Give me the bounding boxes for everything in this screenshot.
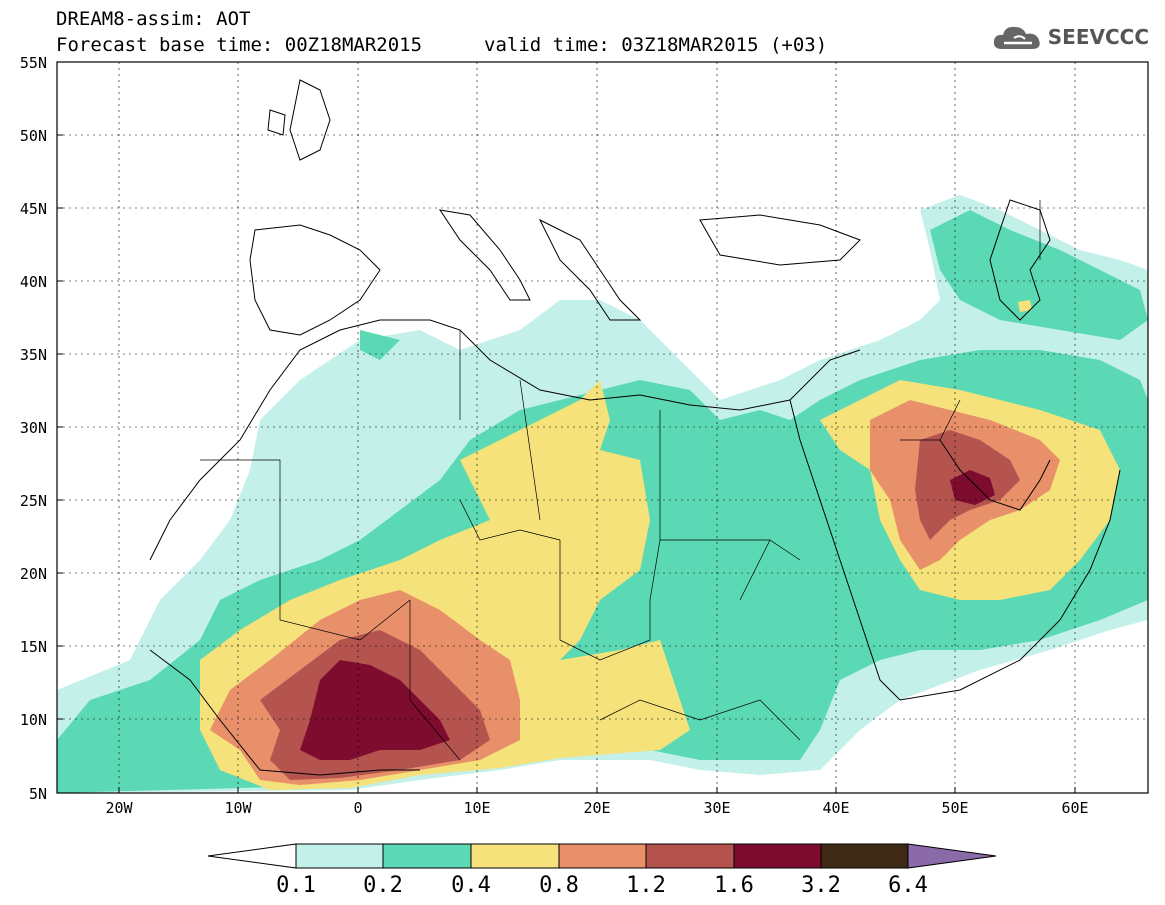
lat-label: 25N	[20, 492, 47, 510]
colorbar	[207, 843, 997, 869]
colorbar-label: 0.1	[276, 873, 316, 898]
lon-label: 10W	[224, 799, 252, 817]
colorbar-segment	[207, 843, 297, 869]
lat-label: 5N	[29, 785, 47, 803]
borders	[200, 200, 1041, 761]
lon-label: 0	[353, 799, 362, 817]
colorbar-segment	[558, 843, 647, 869]
colorbar-label: 6.4	[888, 873, 928, 898]
lon-label: 20E	[583, 799, 610, 817]
colorbar-segment	[470, 843, 560, 869]
lon-label: 40E	[822, 799, 849, 817]
logo-text: SEEVCCC	[1047, 25, 1149, 49]
lat-label: 15N	[20, 638, 47, 656]
lon-label: 60E	[1061, 799, 1088, 817]
colorbar-segment	[645, 843, 735, 869]
axis-ticks	[57, 134, 1076, 793]
colorbar-segment	[907, 843, 997, 869]
coastlines	[149, 79, 1121, 776]
colorbar-segment	[382, 843, 472, 869]
colorbar-segment	[295, 843, 384, 869]
colorbar-label: 1.2	[626, 873, 666, 898]
lat-label: 40N	[20, 273, 47, 291]
seevccc-logo: SEEVCCC	[992, 22, 1149, 52]
lat-label: 30N	[20, 419, 47, 437]
colorbar-label: 0.4	[451, 873, 491, 898]
aot-field-1.6	[300, 470, 995, 760]
colorbar-label: 0.2	[363, 873, 403, 898]
colorbar-label: 1.6	[714, 873, 754, 898]
colorbar-segment	[733, 843, 822, 869]
lat-label: 45N	[20, 200, 47, 218]
lat-label: 20N	[20, 565, 47, 583]
forecast-base-time: Forecast base time: 00Z18MAR2015	[56, 34, 423, 56]
lon-label: 10E	[463, 799, 490, 817]
map-gridlines	[57, 62, 1148, 793]
cloud-icon	[993, 26, 1040, 49]
colorbar-label: 3.2	[801, 873, 841, 898]
colorbar-segment	[820, 843, 909, 869]
map-title: DREAM8-assim: AOT	[56, 8, 251, 30]
lat-label: 10N	[20, 711, 47, 729]
lon-label: 30E	[703, 799, 730, 817]
colorbar-label: 0.8	[539, 873, 579, 898]
valid-time: valid time: 03Z18MAR2015 (+03)	[484, 34, 828, 56]
lat-label: 35N	[20, 346, 47, 364]
lon-label: 20W	[105, 799, 133, 817]
lat-label: 50N	[20, 127, 47, 145]
lon-label: 50E	[941, 799, 968, 817]
lat-label: 55N	[20, 54, 47, 72]
